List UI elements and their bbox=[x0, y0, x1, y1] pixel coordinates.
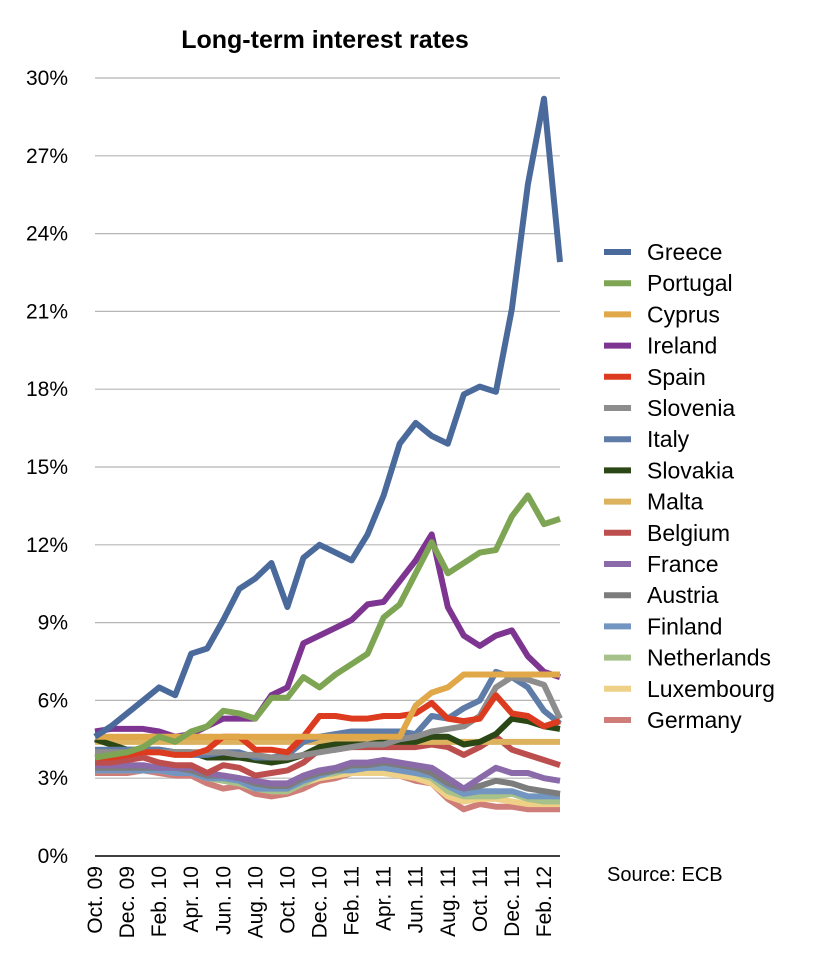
y-tick-label: 30% bbox=[26, 67, 68, 90]
x-axis-ticks: Oct. 09 Dec. 09 Feb. 10 Apr. 10 Jun. 10 Aug. … bbox=[84, 866, 556, 938]
y-tick-label: 21% bbox=[26, 300, 68, 323]
x-tick-label: Aug. 10 bbox=[244, 866, 267, 938]
legend-label-netherlands: Netherlands bbox=[647, 645, 771, 671]
x-tick-label: Oct. 10 bbox=[276, 866, 299, 934]
series-line-cyprus bbox=[95, 671, 560, 740]
x-tick-label: Oct. 11 bbox=[469, 866, 492, 932]
series-line-portugal bbox=[94, 492, 561, 761]
legend-label-slovakia: Slovakia bbox=[647, 457, 734, 483]
x-tick-label: Feb. 10 bbox=[148, 866, 171, 937]
y-tick-label: 24% bbox=[26, 223, 68, 246]
x-tick-label: Dec. 09 bbox=[116, 866, 139, 938]
series-line-greece bbox=[93, 95, 563, 740]
legend-label-austria: Austria bbox=[647, 582, 719, 608]
legend-label-slovenia: Slovenia bbox=[647, 395, 735, 421]
x-tick-label: Jun. 11 bbox=[405, 866, 428, 933]
y-tick-label: 18% bbox=[26, 378, 68, 401]
legend-label-germany: Germany bbox=[647, 707, 742, 733]
legend-label-luxembourg: Luxembourg bbox=[647, 676, 775, 702]
y-tick-label: 9% bbox=[38, 612, 68, 635]
y-tick-label: 12% bbox=[26, 534, 68, 557]
y-axis-ticks: 0% 3% 6% 9% 12% 15% 18% 21% 24% 27% 30% bbox=[26, 67, 68, 868]
legend-label-italy: Italy bbox=[647, 426, 690, 452]
series-lines bbox=[93, 95, 563, 813]
x-tick-label: Dec. 11 bbox=[501, 866, 524, 937]
y-tick-label: 27% bbox=[26, 145, 68, 168]
x-tick-label: Jun. 10 bbox=[212, 866, 235, 935]
x-tick-label: Oct. 09 bbox=[84, 866, 107, 934]
x-tick-label: Apr. 10 bbox=[180, 866, 203, 933]
legend-label-greece: Greece bbox=[647, 239, 722, 265]
legend-label-cyprus: Cyprus bbox=[647, 301, 720, 327]
x-tick-label: Aug. 11 bbox=[437, 866, 460, 937]
legend-label-portugal: Portugal bbox=[647, 270, 733, 296]
legend-label-belgium: Belgium bbox=[647, 520, 730, 546]
legend-label-spain: Spain bbox=[647, 364, 706, 390]
legend-label-finland: Finland bbox=[647, 613, 722, 639]
chart-title: Long-term interest rates bbox=[181, 26, 469, 54]
y-tick-label: 0% bbox=[38, 845, 68, 868]
series-line-spain bbox=[95, 692, 561, 761]
y-tick-label: 15% bbox=[26, 456, 68, 479]
y-tick-label: 6% bbox=[38, 689, 68, 712]
x-tick-label: Feb. 11 bbox=[341, 866, 364, 936]
gridlines bbox=[95, 77, 560, 779]
source-note: Source: ECB bbox=[607, 864, 723, 886]
legend-label-ireland: Ireland bbox=[647, 333, 717, 359]
legend: Greece Portugal Cyprus Ireland Spain Slovenia… bbox=[604, 239, 775, 733]
legend-label-france: France bbox=[647, 551, 719, 577]
x-tick-label: Feb. 12 bbox=[533, 866, 556, 937]
x-tick-label: Apr. 11 bbox=[373, 866, 396, 931]
x-tick-label: Dec. 10 bbox=[308, 866, 331, 938]
y-tick-label: 3% bbox=[38, 767, 68, 790]
legend-label-malta: Malta bbox=[647, 489, 703, 515]
